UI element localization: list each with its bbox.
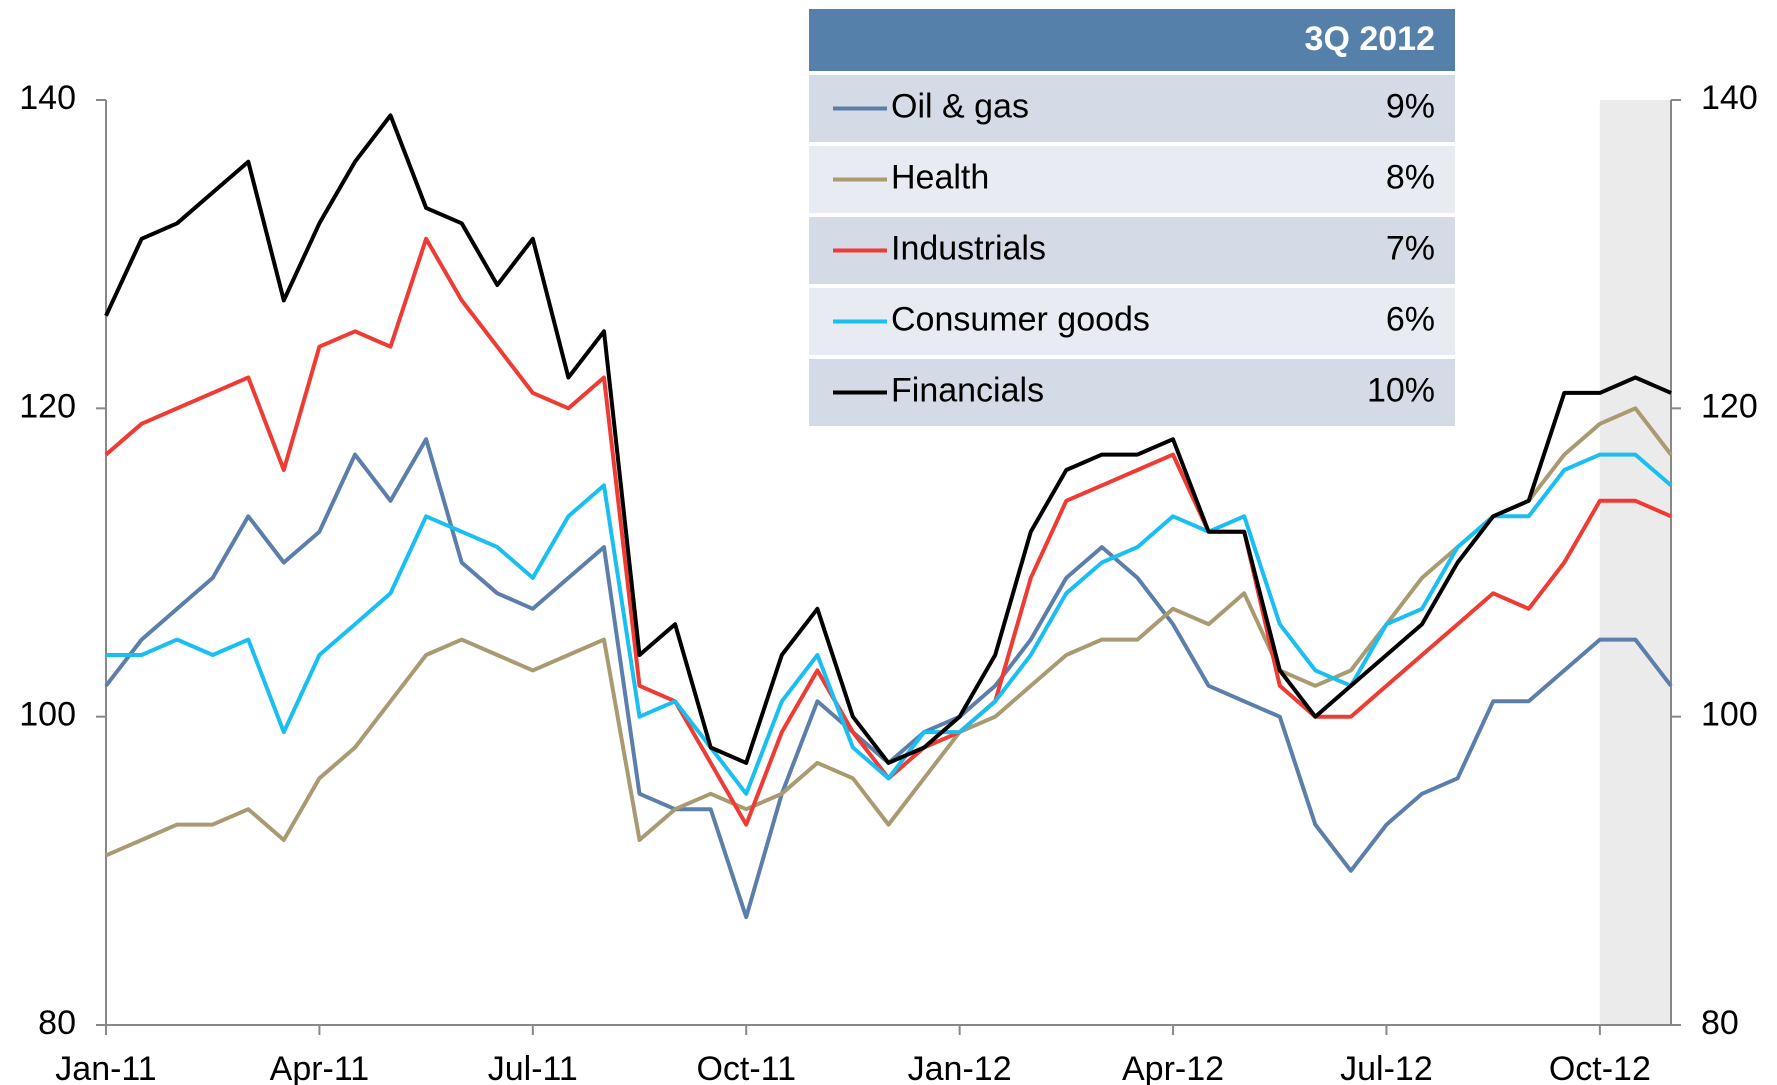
table-value: 10% — [1367, 371, 1435, 409]
table-header — [809, 9, 1455, 71]
x-tick-label: Jul-11 — [488, 1050, 578, 1085]
y2-tick-label: 100 — [1701, 696, 1758, 734]
y-tick-label: 100 — [19, 696, 76, 734]
table-value: 6% — [1386, 300, 1435, 338]
table-row — [809, 217, 1455, 284]
y2-tick-label: 140 — [1701, 79, 1758, 117]
x-tick-label: Apr-12 — [1122, 1050, 1224, 1085]
y-tick-label: 120 — [19, 387, 76, 425]
x-tick-label: Jan-12 — [908, 1050, 1012, 1085]
table-row — [809, 75, 1455, 142]
table-value: 7% — [1386, 229, 1435, 267]
highlight-band — [1599, 100, 1671, 1025]
series-line — [104, 437, 1673, 920]
x-tick-label: Jul-12 — [1340, 1050, 1433, 1085]
x-tick-label: Oct-11 — [696, 1050, 796, 1085]
legend-label: Health — [891, 158, 989, 196]
x-tick-label: Apr-11 — [270, 1050, 370, 1085]
legend-label: Oil & gas — [891, 87, 1029, 125]
series-line — [105, 406, 1673, 858]
y-tick-label: 140 — [19, 79, 76, 117]
table-row — [809, 288, 1455, 355]
series-line — [106, 452, 1673, 796]
table-row — [809, 359, 1455, 426]
legend-label: Industrials — [891, 229, 1046, 267]
x-tick-label: Oct-12 — [1549, 1050, 1651, 1085]
table-value: 9% — [1386, 87, 1435, 125]
table-row — [809, 146, 1455, 213]
table-header-label: 3Q 2012 — [1305, 20, 1435, 58]
x-tick-label: Jan-11 — [55, 1050, 156, 1085]
y2-tick-label: 80 — [1701, 1004, 1739, 1042]
series-line — [104, 113, 1672, 765]
legend-label: Consumer goods — [891, 300, 1150, 338]
y-tick-label: 80 — [38, 1004, 76, 1042]
y2-tick-label: 120 — [1701, 387, 1758, 425]
legend-label: Financials — [891, 371, 1044, 409]
table-value: 8% — [1386, 158, 1435, 196]
